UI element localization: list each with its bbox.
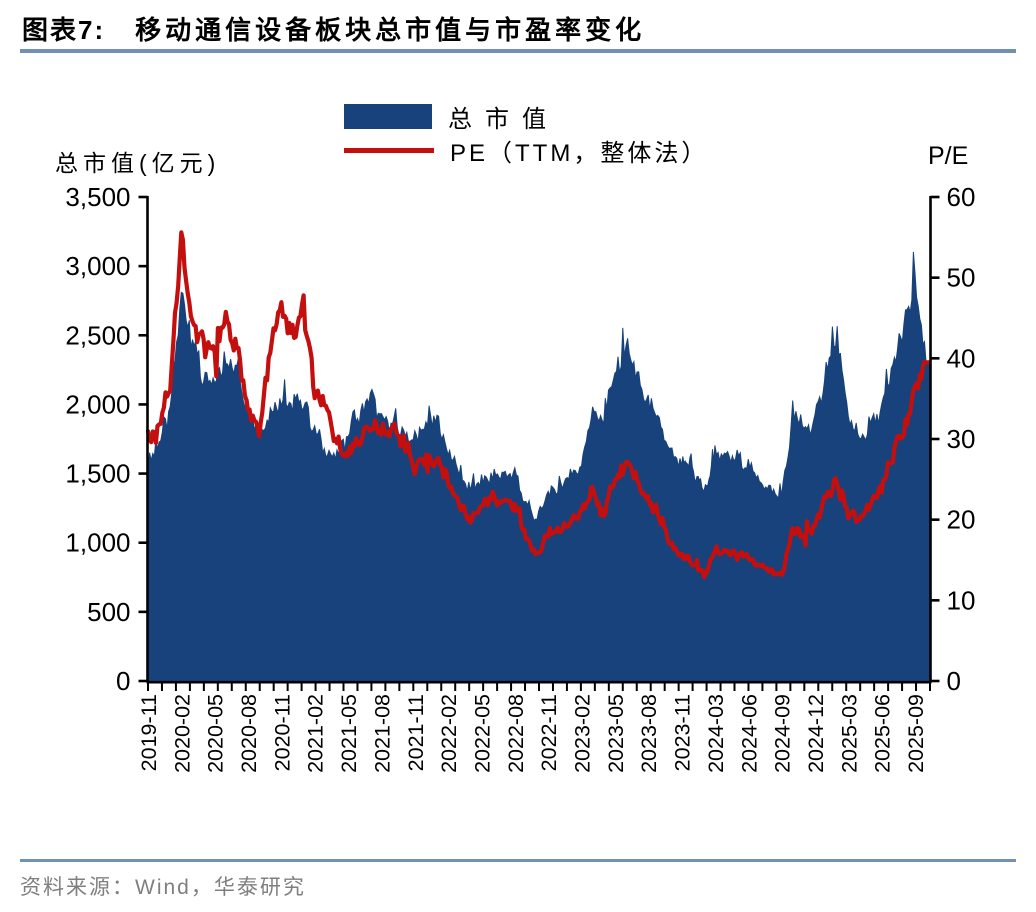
x-axis-ticks xyxy=(147,683,931,691)
x-tick-label: 2022-02 xyxy=(437,694,461,773)
source-note: 资料来源：Wind，华泰研究 xyxy=(20,876,306,899)
x-tick-label: 2024-09 xyxy=(771,694,795,773)
x-tick-label: 2023-05 xyxy=(604,694,628,773)
footer-divider xyxy=(20,859,1016,862)
y-left-tick-label: 0 xyxy=(116,666,130,696)
y-left-tick-label: 500 xyxy=(87,597,130,627)
x-tick-label: 2020-05 xyxy=(204,694,228,773)
x-tick-label: 2023-11 xyxy=(671,694,695,771)
x-tick-label: 2021-08 xyxy=(370,694,394,773)
legend-label-pe: PE（TTM，整体法） xyxy=(450,139,709,167)
x-tick-labels: 2019-11 2020-02 2020-05 2020-08 2020-11 2021-… xyxy=(137,694,928,773)
x-tick-label: 2023-02 xyxy=(571,694,595,773)
y-axis-right: 0 10 20 30 40 50 60 xyxy=(930,182,976,696)
y-axis-left: 0 500 1,000 1,500 2,000 2,500 3,000 3,500 xyxy=(65,182,148,696)
y-right-tick-label: 50 xyxy=(947,263,976,293)
y-right-tick-label: 10 xyxy=(947,585,976,615)
x-tick-label: 2019-11 xyxy=(137,694,161,771)
x-tick-label: 2021-05 xyxy=(337,694,361,773)
x-tick-label: 2022-05 xyxy=(470,694,494,773)
line-swatch-icon xyxy=(344,147,434,153)
x-tick-label: 2025-09 xyxy=(904,694,928,773)
left-axis-title: 总市值(亿元) xyxy=(55,150,221,176)
figure-label: 图表7: xyxy=(22,15,106,45)
x-tick-label: 2022-11 xyxy=(537,694,561,771)
y-left-tick-label: 2,000 xyxy=(65,389,130,419)
y-right-tick-label: 30 xyxy=(947,424,976,454)
x-tick-label: 2020-11 xyxy=(270,694,294,771)
x-tick-label: 2023-08 xyxy=(637,694,661,773)
x-tick-label: 2025-03 xyxy=(837,694,861,773)
x-tick-label: 2020-08 xyxy=(237,694,261,773)
y-right-tick-label: 60 xyxy=(947,182,976,212)
y-left-tick-label: 2,500 xyxy=(65,320,130,350)
y-right-tick-label: 20 xyxy=(947,505,976,535)
x-tick-label: 2021-11 xyxy=(404,694,428,771)
x-tick-label: 2024-12 xyxy=(804,694,828,773)
x-tick-label: 2022-08 xyxy=(504,694,528,773)
y-left-tick-label: 3,500 xyxy=(65,182,130,212)
title-divider xyxy=(20,49,1016,53)
area-swatch-icon xyxy=(344,103,432,129)
figure-header: 图表7: 移动通信设备板块总市值与市盈率变化 xyxy=(22,10,645,47)
legend-label-marketcap: 总市值 xyxy=(448,105,559,133)
chart-legend: 总市值 PE（TTM，整体法） xyxy=(344,99,708,167)
figure-title: 移动通信设备板块总市值与市盈率变化 xyxy=(135,15,646,45)
y-left-tick-label: 1,500 xyxy=(65,459,130,489)
y-left-tick-label: 1,000 xyxy=(65,528,130,558)
x-tick-label: 2024-03 xyxy=(704,694,728,773)
legend-item-marketcap: 总市值 xyxy=(344,99,708,133)
right-axis-title: P/E xyxy=(928,142,969,170)
legend-item-pe: PE（TTM，整体法） xyxy=(344,133,708,167)
x-tick-label: 2024-06 xyxy=(737,694,761,773)
y-left-tick-label: 3,000 xyxy=(65,251,130,281)
x-tick-label: 2025-06 xyxy=(871,694,895,773)
y-right-tick-label: 40 xyxy=(947,343,976,373)
pe-line-series xyxy=(145,230,932,580)
x-tick-label: 2021-02 xyxy=(304,694,328,773)
market-cap-area-series xyxy=(146,251,930,682)
y-right-tick-label: 0 xyxy=(947,666,961,696)
x-tick-label: 2020-02 xyxy=(170,694,194,773)
